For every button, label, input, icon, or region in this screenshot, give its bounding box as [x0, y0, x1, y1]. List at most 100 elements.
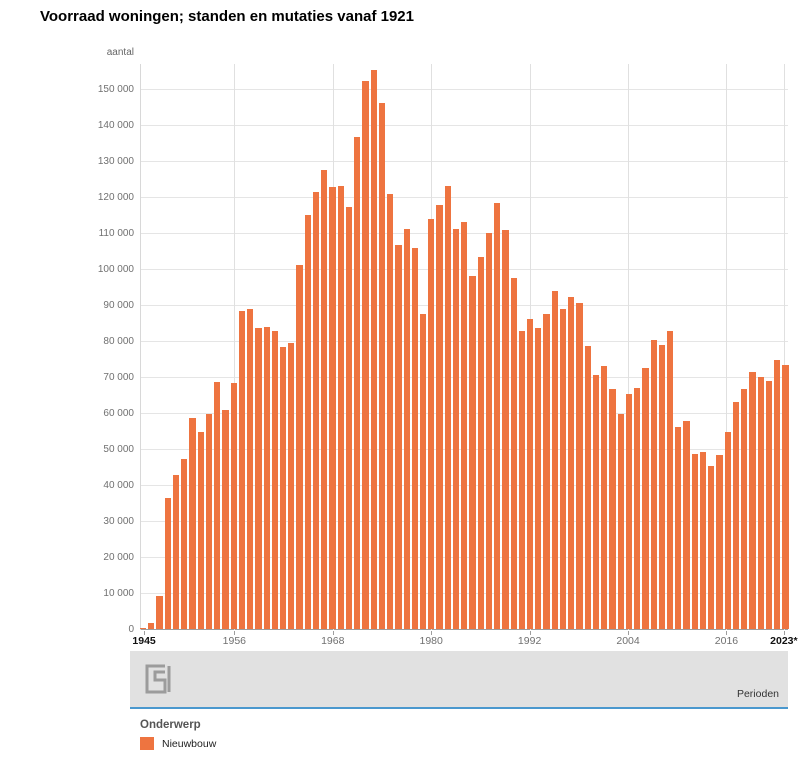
bar-2005[interactable]: [634, 387, 641, 629]
y-tick-label: 30 000: [103, 516, 134, 527]
bar-1993[interactable]: [535, 327, 542, 629]
bar-1968[interactable]: [329, 186, 336, 629]
bar-1957[interactable]: [238, 310, 246, 629]
y-axis-unit-label: aantal: [106, 47, 134, 58]
bar-1955[interactable]: [222, 410, 229, 629]
bar-1994[interactable]: [543, 314, 550, 629]
bar-1963[interactable]: [288, 342, 295, 629]
bar-2022[interactable]: [774, 360, 781, 629]
bar-2002[interactable]: [609, 388, 616, 629]
bar-1980[interactable]: [428, 219, 435, 629]
bar-2015[interactable]: [716, 454, 723, 629]
bar-1988[interactable]: [494, 202, 501, 629]
bar-2019[interactable]: [749, 371, 756, 629]
bar-2017[interactable]: [732, 402, 740, 629]
bar-1978[interactable]: [411, 248, 418, 629]
bar-1999[interactable]: [584, 346, 591, 629]
x-gridline: [234, 64, 236, 630]
bar-2014[interactable]: [708, 466, 715, 629]
chart-title: Voorraad woningen; standen en mutaties v…: [40, 8, 414, 25]
x-tick: [628, 631, 630, 635]
bar-1982[interactable]: [444, 185, 451, 629]
bar-1948[interactable]: [164, 498, 171, 629]
bar-2009[interactable]: [667, 330, 674, 629]
bar-1954[interactable]: [214, 382, 221, 629]
bar-2018[interactable]: [741, 389, 748, 629]
bar-2000[interactable]: [592, 374, 600, 629]
bar-1961[interactable]: [271, 331, 278, 629]
bar-1977[interactable]: [403, 229, 410, 629]
x-tick-label-1956: 1956: [222, 635, 247, 647]
bar-1989[interactable]: [502, 229, 509, 629]
bar-2010[interactable]: [675, 427, 682, 629]
bar-1952[interactable]: [197, 432, 204, 629]
bar-2003[interactable]: [617, 414, 624, 629]
bar-1960[interactable]: [263, 327, 270, 629]
bar-1972[interactable]: [362, 81, 369, 629]
bar-2013[interactable]: [699, 451, 707, 629]
bar-1995[interactable]: [551, 291, 558, 629]
x-tick: [529, 631, 531, 635]
bar-2008[interactable]: [658, 345, 665, 629]
x-tick: [144, 631, 146, 635]
bar-2020[interactable]: [757, 377, 764, 629]
bar-1975[interactable]: [387, 194, 394, 629]
bar-1986[interactable]: [477, 257, 484, 629]
bar-1947[interactable]: [156, 595, 163, 629]
bar-1949[interactable]: [172, 474, 180, 629]
bar-1953[interactable]: [205, 414, 213, 629]
bar-2011[interactable]: [683, 421, 690, 629]
y-tick-label: 10 000: [103, 588, 134, 599]
y-gridline: [140, 161, 788, 162]
bar-1998[interactable]: [576, 303, 583, 629]
bar-2001[interactable]: [601, 366, 608, 629]
bar-1951[interactable]: [189, 417, 196, 629]
y-tick-label: 90 000: [103, 300, 134, 311]
bar-1962[interactable]: [279, 346, 287, 629]
bar-1984[interactable]: [461, 222, 468, 629]
bar-1990[interactable]: [510, 278, 517, 629]
bar-2023[interactable]: [782, 365, 789, 629]
x-tick-label-2023: 2023*: [770, 635, 798, 647]
x-tick-label-1992: 1992: [517, 635, 542, 647]
bar-1991[interactable]: [518, 330, 526, 629]
bar-1966[interactable]: [312, 191, 320, 629]
plot-area: [140, 64, 789, 635]
bar-1973[interactable]: [370, 69, 377, 629]
bar-2012[interactable]: [691, 453, 698, 629]
x-tick: [726, 631, 728, 635]
y-tick-label: 60 000: [103, 408, 134, 419]
bar-1983[interactable]: [452, 229, 460, 629]
bar-2006[interactable]: [642, 368, 649, 629]
bar-1965[interactable]: [304, 215, 311, 629]
bar-2016[interactable]: [724, 431, 731, 629]
bar-1946[interactable]: [148, 623, 155, 629]
bar-1967[interactable]: [321, 170, 328, 629]
bar-2007[interactable]: [650, 340, 657, 629]
bar-2021[interactable]: [765, 380, 773, 629]
bar-1981[interactable]: [436, 204, 443, 629]
legend-swatch: [140, 737, 154, 750]
bar-series-nieuwbouw: [140, 64, 789, 629]
bar-1970[interactable]: [345, 206, 353, 629]
bar-1985[interactable]: [469, 275, 476, 629]
bar-1987[interactable]: [485, 232, 493, 629]
bar-1997[interactable]: [568, 296, 575, 629]
bar-1945[interactable]: [140, 627, 147, 629]
bar-1958[interactable]: [247, 308, 254, 629]
bar-1979[interactable]: [419, 314, 427, 629]
bar-1976[interactable]: [395, 244, 402, 629]
legend-item-nieuwbouw[interactable]: Nieuwbouw: [140, 737, 216, 750]
bar-1996[interactable]: [559, 309, 567, 629]
bar-1971[interactable]: [354, 137, 361, 629]
bar-1969[interactable]: [337, 185, 344, 629]
bar-1956[interactable]: [230, 383, 237, 629]
chart-footer: Perioden: [130, 651, 788, 709]
bar-1992[interactable]: [527, 318, 534, 629]
bar-1950[interactable]: [181, 458, 188, 629]
bar-1964[interactable]: [296, 265, 303, 629]
bar-2004[interactable]: [625, 393, 633, 629]
y-tick-label: 40 000: [103, 480, 134, 491]
bar-1959[interactable]: [255, 328, 262, 629]
bar-1974[interactable]: [378, 102, 386, 629]
